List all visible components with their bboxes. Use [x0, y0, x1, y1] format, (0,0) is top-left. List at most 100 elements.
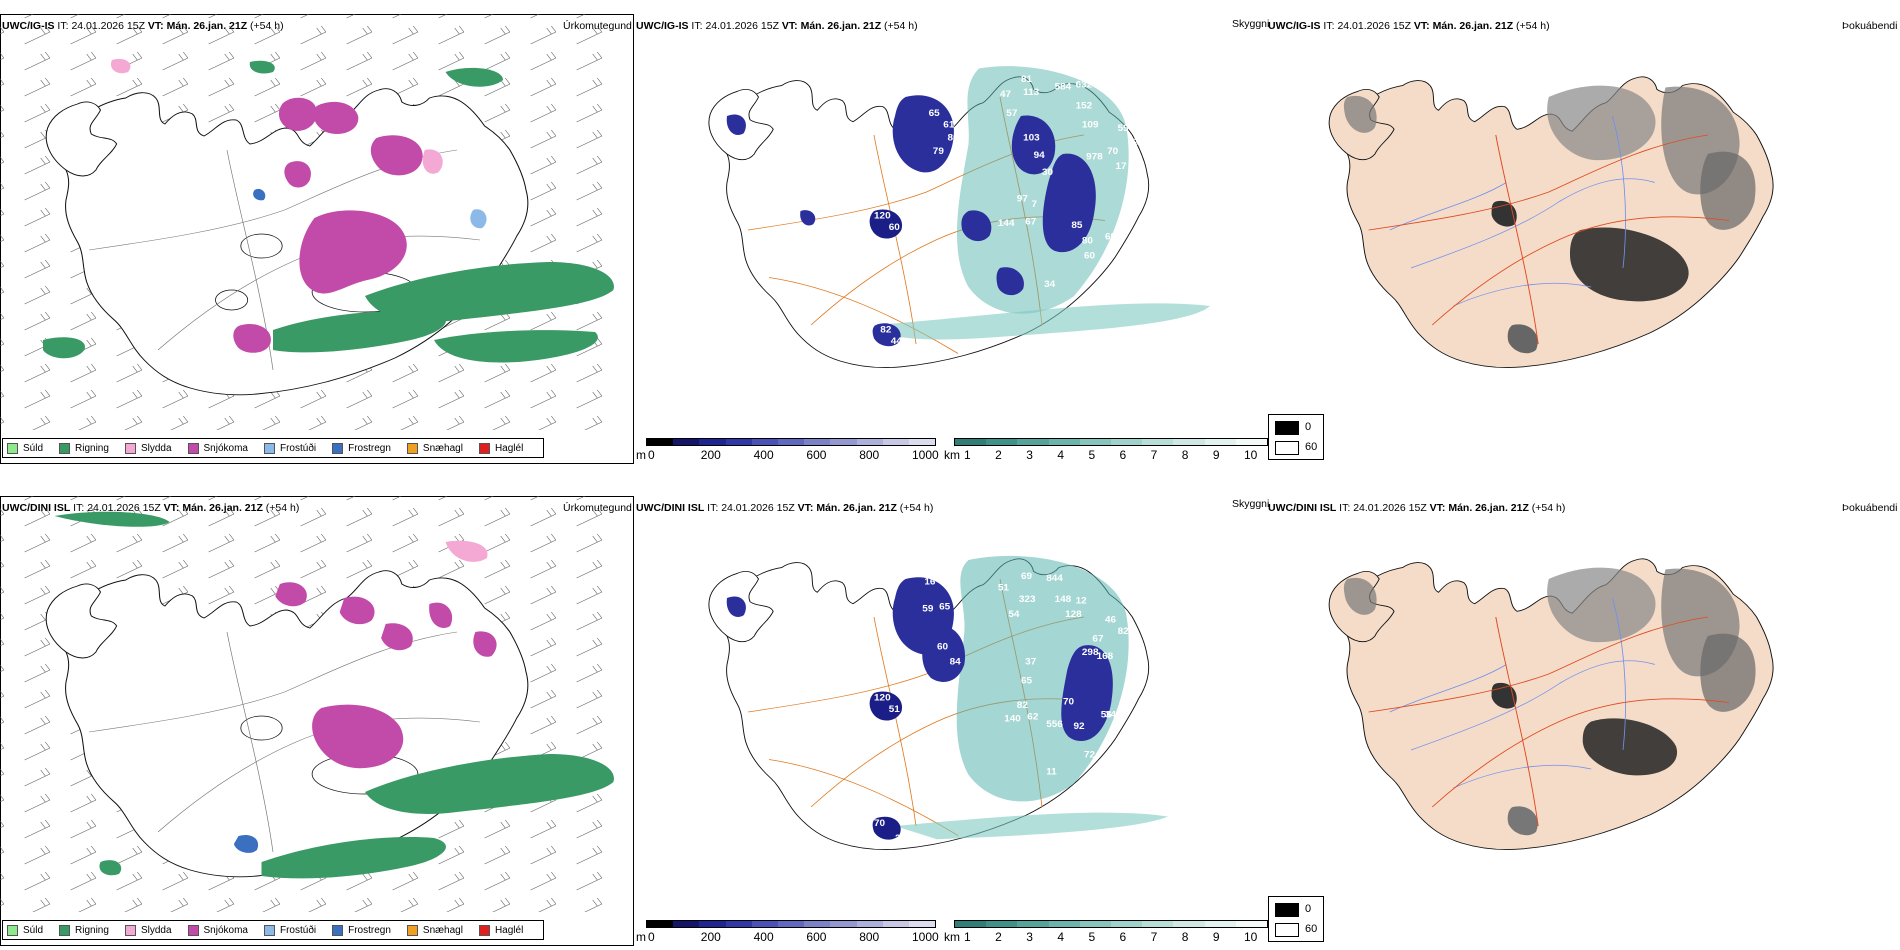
colorbar-cell — [1235, 921, 1268, 927]
legend-swatch — [332, 442, 344, 454]
visibility-value-label: 80 — [1082, 236, 1093, 246]
visibility-value-label: 79 — [933, 146, 944, 156]
precip-legend-bottom: Súld Rigning Slydda Snjókoma Frostúði Frostre… — [2, 920, 545, 940]
precip-map-top — [0, 14, 614, 430]
colorbar-tick: 7 — [1150, 448, 1158, 462]
visibility-value-label: 148 — [1055, 594, 1072, 604]
colorbar-tick: 10 — [1244, 448, 1258, 462]
colorbar-cell — [647, 921, 674, 927]
colorbar-cell — [1079, 439, 1112, 445]
fog-title-bottom: UWC/DINI ISL IT: 24.01.2026 15Z VT: Mán.… — [1268, 502, 1566, 514]
visibility-value-label: 28 — [895, 834, 906, 844]
visibility-value-label: 16 — [924, 577, 935, 587]
legend-swatch — [59, 924, 71, 936]
fog-map-bottom — [1328, 558, 1774, 851]
visibility-value-label: 629 — [1120, 552, 1137, 562]
visibility-value-label: 168 — [1097, 651, 1114, 661]
colorbar-cell — [1204, 921, 1236, 927]
colorbar-cell — [777, 921, 805, 927]
legend-swatch — [263, 442, 275, 454]
colorbar-tick: 10 — [1244, 930, 1258, 944]
visibility-value-label: 92 — [1074, 722, 1085, 732]
legend-label: Súld — [23, 442, 44, 454]
legend-swatch — [187, 442, 199, 454]
precip-legend-top: Súld Rigning Slydda Snjókoma Frostúði Frostre… — [2, 438, 545, 458]
colorbar-tick: 3 — [1026, 448, 1033, 462]
visibility-title-bottom: UWC/DINI ISL IT: 24.01.2026 15Z VT: Mán.… — [636, 502, 934, 514]
visibility-value-label: 82 — [1118, 627, 1129, 637]
colorbar-tick: 600 — [806, 448, 827, 462]
legend-swatch — [187, 924, 199, 936]
visibility-value-label: 47 — [1000, 89, 1011, 99]
visibility-value-label: 7 — [1032, 200, 1038, 210]
colorbar-cell — [1079, 921, 1112, 927]
colorbar-cell — [699, 439, 726, 445]
legend-label: Slydda — [140, 924, 172, 936]
colorbar-cell — [673, 921, 700, 927]
visibility-value-label: 51 — [998, 583, 1010, 593]
legend-label: Haglél — [494, 924, 524, 936]
colorbar-tick: 4 — [1057, 448, 1065, 462]
visibility-value-label: 57 — [1006, 108, 1017, 118]
colorbar-cell — [1111, 921, 1143, 927]
visibility-value-label: 298 — [1082, 647, 1099, 657]
legend-label: Rigning — [75, 924, 109, 936]
colorbar-tick: 6 — [1119, 930, 1127, 944]
visibility-value-label: 323 — [1019, 594, 1036, 604]
colorbar-cell — [804, 439, 831, 445]
legend-swatch — [478, 442, 490, 454]
legend-label: Snjókoma — [203, 924, 248, 936]
colorbar-tick: 8 — [1181, 448, 1189, 462]
visibility-value-label: 140 — [1004, 714, 1021, 724]
colorbar-tick: 800 — [859, 448, 880, 462]
colorbar-tick: 5 — [1088, 448, 1096, 462]
visibility-value-label: 67 — [1025, 217, 1036, 227]
legend-swatch — [59, 442, 71, 454]
colorbar-tick: 4 — [1057, 930, 1065, 944]
visibility-value-label: 63 — [738, 93, 749, 103]
visibility-value-label: 65 — [1021, 676, 1033, 686]
m-unit: m — [636, 448, 646, 462]
visibility-value-label: 59 — [922, 604, 933, 614]
colorbar-cell — [1173, 921, 1205, 927]
legend-label: Haglél — [494, 442, 524, 454]
visibility-value-label: 51 — [889, 704, 901, 714]
visibility-value-label: 70 — [874, 818, 885, 828]
colorbar-cell — [751, 439, 778, 445]
visibility-value-label: 12 — [1128, 137, 1139, 147]
legend-item-0: Súld — [7, 924, 43, 936]
visibility-value-label: 113 — [1023, 88, 1039, 98]
colorbar-cell — [1173, 439, 1205, 445]
visibility-value-label: 60 — [889, 222, 900, 232]
visibility-value-label: 120 — [874, 693, 891, 703]
visibility-value-label: 632 — [1076, 80, 1093, 90]
visibility-value-label: 46 — [1105, 615, 1116, 625]
colorbar-cell — [1048, 439, 1080, 445]
visibility-value-label: 144 — [998, 219, 1015, 229]
colorbar-tick: 800 — [859, 930, 880, 944]
colorbar-tick: 5 — [1088, 930, 1096, 944]
colorbar-cell — [1048, 921, 1080, 927]
colorbar-tick: 1 — [964, 448, 971, 462]
legend-item-6: Snæhagl — [406, 924, 463, 936]
colorbar-tick: 2 — [995, 930, 1002, 944]
colorbar-cell — [856, 921, 883, 927]
visibility-value-label: 94 — [1034, 150, 1046, 160]
visibility-value-label: 60 — [937, 642, 948, 652]
visibility-value-label: 556 — [1046, 720, 1063, 730]
colorbar-tick: 7 — [1150, 930, 1158, 944]
visibility-value-label: 61 — [943, 120, 955, 130]
legend-item-5: Frostregn — [332, 442, 391, 454]
colorbar-cell — [1111, 439, 1143, 445]
colorbar-cell — [830, 439, 857, 445]
visibility-value-label: 44 — [891, 336, 903, 346]
visibility-value-label: 109 — [1082, 120, 1099, 130]
visibility-value-label: 85 — [1071, 221, 1083, 231]
colorbar-cell — [955, 921, 987, 927]
fog-label-bottom: Þokuábendi — [1842, 502, 1898, 514]
elevation-colorbar-bottom: m 0 200 400 600 800 1000 — [636, 920, 939, 946]
km-colorbar-bottom: km 1 2 3 4 5 6 7 8 9 10 — [944, 920, 1268, 946]
visibility-value-label: 82 — [1017, 701, 1028, 711]
visibility-label-bottom: Skyggni — [1232, 498, 1270, 510]
